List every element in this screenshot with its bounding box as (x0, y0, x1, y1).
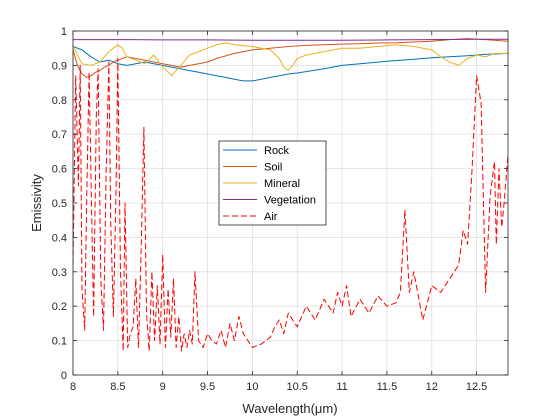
x-tick-label: 10 (246, 381, 258, 393)
legend-label: Mineral (264, 178, 300, 190)
series-line-soil (73, 38, 508, 78)
x-tick-label: 11 (336, 381, 347, 393)
x-tick-label: 12 (426, 381, 438, 393)
y-tick-label: 0.8 (52, 95, 67, 107)
y-tick-label: 0.6 (52, 164, 67, 176)
series-line-mineral (73, 42, 508, 77)
y-tick-label: 0.3 (52, 267, 67, 279)
axis-ticks: 8 8.5 9 9.5 10 10.5 11 11.5 12 12.500.10.20.30.40… (52, 26, 508, 393)
legend-label: Vegetation (264, 195, 316, 207)
x-tick-label: 8.5 (110, 381, 125, 393)
x-tick-label: 9 (160, 381, 166, 393)
x-tick-label: 9.5 (200, 381, 215, 393)
y-axis-label: Emissivity (29, 174, 44, 232)
series-line-vegetation (73, 38, 508, 41)
y-tick-label: 0.2 (52, 301, 67, 313)
x-tick-label: 11.5 (377, 381, 398, 393)
y-tick-label: 0.1 (52, 336, 67, 348)
x-tick-label: 10.5 (287, 381, 308, 393)
series-line-rock (73, 46, 508, 82)
y-tick-label: 0.5 (52, 198, 67, 210)
series-line-air (73, 58, 508, 352)
legend: Rock Soil Mineral Vegetation Air (218, 140, 327, 226)
x-axis-label: Wavelength(μm) (242, 401, 337, 416)
y-tick-label: 0.4 (52, 232, 67, 244)
legend-label: Air (264, 211, 278, 223)
x-tick-label: 8 (70, 381, 76, 393)
y-tick-label: 0.9 (52, 60, 67, 72)
legend-label: Soil (264, 162, 282, 174)
y-tick-label: 0 (61, 370, 67, 382)
series-lines (73, 38, 508, 352)
y-tick-label: 0.7 (52, 129, 67, 141)
legend-label: Rock (264, 145, 290, 157)
y-tick-label: 1 (61, 26, 67, 38)
x-tick-label: 12.5 (466, 381, 487, 393)
